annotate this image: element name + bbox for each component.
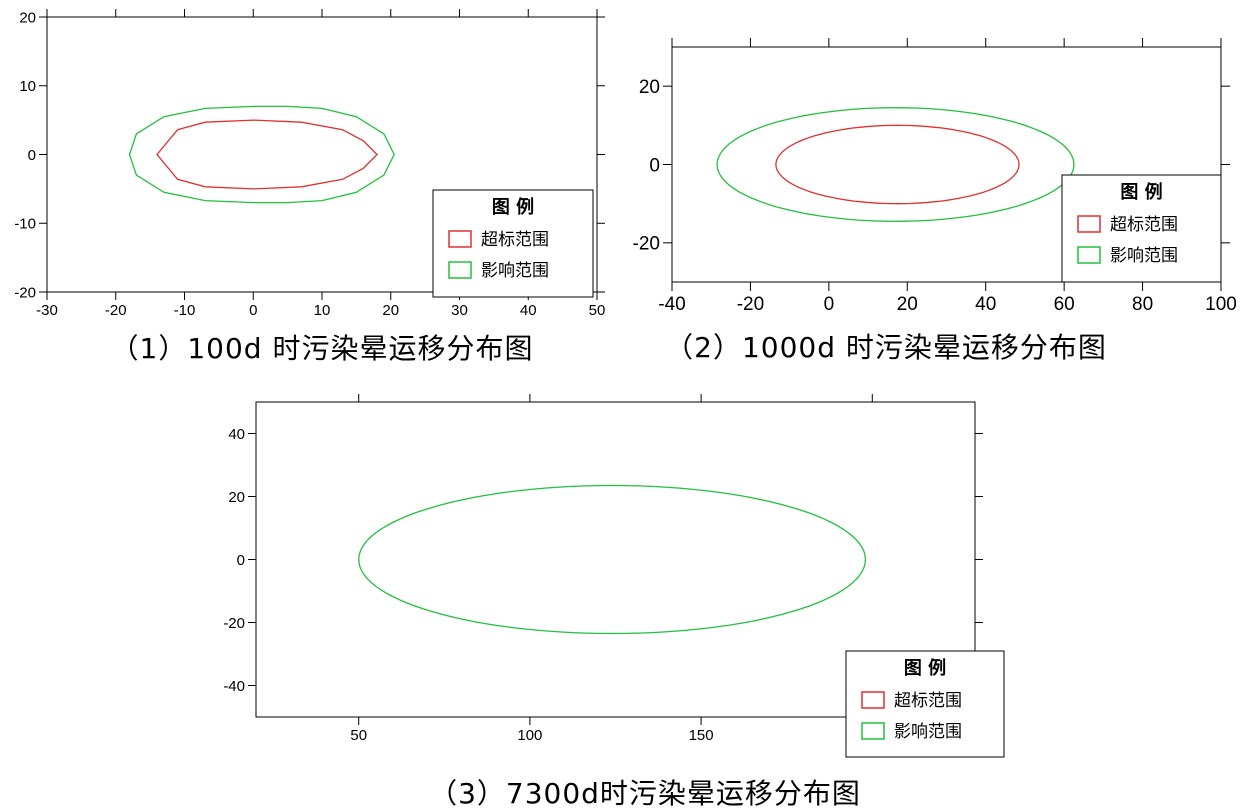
legend-entry: 影响范围 <box>894 722 962 742</box>
chart-caption: （1）100d 时污染晕运移分布图 <box>111 332 534 365</box>
legend-entry: 影响范围 <box>481 261 549 281</box>
x-tick-label: -10 <box>174 302 196 319</box>
legend-title: 图 例 <box>1120 181 1162 203</box>
x-tick-label: 40 <box>520 302 537 319</box>
x-tick-label: 40 <box>975 294 996 315</box>
x-tick-label: 20 <box>382 302 399 319</box>
x-tick-label: 0 <box>249 302 257 319</box>
legend-entry: 超标范围 <box>894 691 962 711</box>
y-tick-label: -20 <box>633 234 660 255</box>
x-tick-label: 150 <box>689 727 714 744</box>
y-tick-label: 0 <box>237 552 245 569</box>
series-contour <box>716 107 1075 222</box>
legend-swatch <box>448 230 472 248</box>
x-tick-label: 100 <box>1205 294 1237 315</box>
x-tick-label: 50 <box>589 302 606 319</box>
y-tick-label: -20 <box>14 284 36 301</box>
legend-entry: 影响范围 <box>1110 246 1178 266</box>
x-tick-label: 20 <box>897 294 918 315</box>
x-tick-label: 50 <box>350 727 367 744</box>
legend-box <box>1061 174 1222 283</box>
series-contour <box>775 124 1020 205</box>
y-tick-label: 40 <box>228 426 245 443</box>
y-tick-label: -20 <box>223 615 245 632</box>
legend-swatch <box>1077 215 1101 233</box>
x-tick-label: -20 <box>737 294 764 315</box>
legend-swatch <box>861 691 885 709</box>
y-tick-label: -40 <box>223 678 245 695</box>
y-tick-label: 0 <box>649 155 660 176</box>
x-tick-label: 0 <box>824 294 835 315</box>
y-tick-label: 20 <box>228 489 245 506</box>
x-tick-label: 30 <box>451 302 468 319</box>
legend-swatch <box>1077 246 1101 264</box>
x-tick-label: 80 <box>1132 294 1153 315</box>
chart-caption: （3）7300d时污染晕运移分布图 <box>429 777 861 808</box>
x-tick-label: 100 <box>517 727 542 744</box>
legend-entry: 超标范围 <box>481 230 549 250</box>
y-tick-label: 20 <box>639 77 660 98</box>
x-tick-label: -20 <box>105 302 127 319</box>
legend-box <box>432 189 594 298</box>
y-tick-label: 0 <box>28 147 36 164</box>
series-contour <box>156 119 378 190</box>
series-contour <box>358 484 867 635</box>
x-tick-label: -40 <box>658 294 685 315</box>
legend-swatch <box>448 261 472 279</box>
series-contour <box>128 105 395 204</box>
legend-title: 图 例 <box>492 196 534 218</box>
x-tick-label: 10 <box>314 302 331 319</box>
legend-entry: 超标范围 <box>1110 215 1178 235</box>
legend-title: 图 例 <box>904 657 946 679</box>
legend-swatch <box>861 722 885 740</box>
y-tick-label: 10 <box>19 78 36 95</box>
x-tick-label: 60 <box>1054 294 1075 315</box>
y-tick-label: -10 <box>14 216 36 233</box>
x-tick-label: -30 <box>36 302 58 319</box>
y-tick-label: 20 <box>19 9 36 26</box>
chart-caption: （2）1000d 时污染晕运移分布图 <box>665 331 1107 364</box>
